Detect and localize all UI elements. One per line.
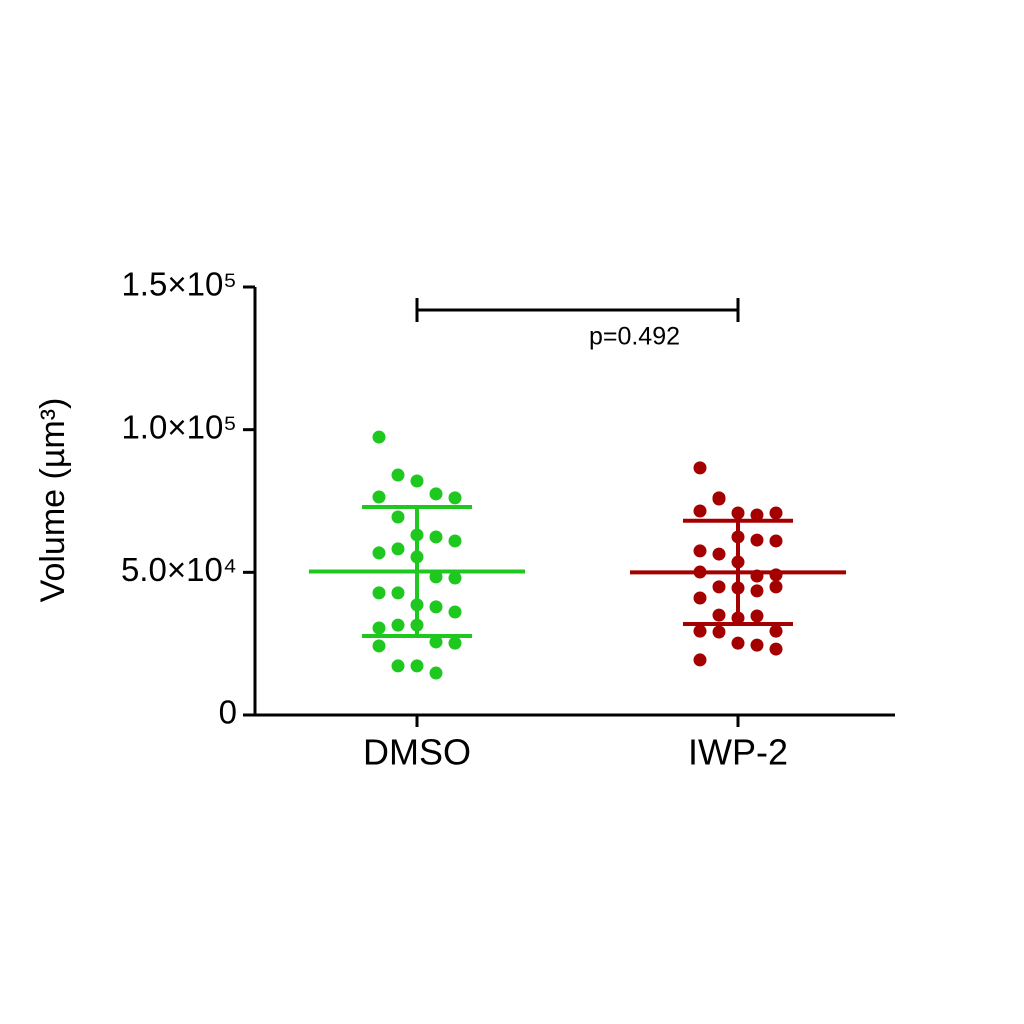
data-point (429, 487, 443, 501)
data-point (372, 490, 386, 504)
x-tick-label: DMSO (363, 732, 471, 773)
data-point (750, 508, 764, 522)
data-point (429, 570, 443, 584)
y-tick-label: 0 (219, 694, 237, 731)
y-tick-label: 1.0×10⁵ (121, 408, 237, 445)
data-point (391, 542, 405, 556)
data-point (448, 571, 462, 585)
data-point (693, 624, 707, 638)
data-point (712, 491, 726, 505)
data-point (391, 659, 405, 673)
data-point (372, 586, 386, 600)
data-point (372, 546, 386, 560)
data-point (391, 618, 405, 632)
data-point (750, 638, 764, 652)
data-point (750, 533, 764, 547)
data-point (712, 580, 726, 594)
data-point (391, 510, 405, 524)
data-point (429, 666, 443, 680)
data-point (769, 506, 783, 520)
data-point (693, 544, 707, 558)
data-point (693, 461, 707, 475)
data-point (448, 636, 462, 650)
y-tick-label: 1.5×10⁵ (121, 266, 237, 303)
x-tick-label: IWP-2 (688, 732, 788, 773)
data-point (693, 653, 707, 667)
data-point (693, 504, 707, 518)
data-point (372, 621, 386, 635)
data-point (429, 635, 443, 649)
y-tick-label: 5.0×10⁴ (121, 551, 237, 588)
data-point (750, 609, 764, 623)
data-point (391, 468, 405, 482)
data-point (750, 584, 764, 598)
data-point (769, 580, 783, 594)
data-point (769, 642, 783, 656)
data-point (712, 547, 726, 561)
p-value: p=0.492 (589, 323, 680, 351)
data-point (712, 608, 726, 622)
data-point (448, 605, 462, 619)
significance-bracket (415, 298, 740, 322)
data-point (410, 659, 424, 673)
data-point (731, 636, 745, 650)
data-point (429, 600, 443, 614)
data-point (769, 534, 783, 548)
y-axis-label: Volume (µm³) (34, 398, 72, 603)
data-point (372, 639, 386, 653)
data-point (712, 625, 726, 639)
data-point (372, 430, 386, 444)
data-point (769, 624, 783, 638)
data-point (410, 474, 424, 488)
data-point (429, 530, 443, 544)
data-point (731, 506, 745, 520)
data-point (391, 586, 405, 600)
data-point (448, 534, 462, 548)
data-point (693, 591, 707, 605)
data-point (448, 491, 462, 505)
